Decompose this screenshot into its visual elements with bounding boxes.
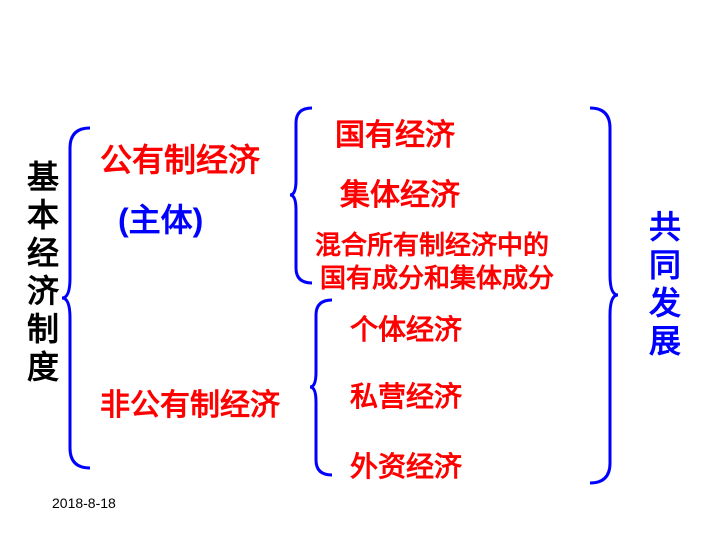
l3a-0: 国有经济 — [335, 110, 455, 154]
l3a-2: 混合所有制经济中的 — [315, 225, 549, 262]
l3a-3: 国有成分和集体成分 — [320, 258, 554, 295]
level2-nonpublic: 非公有制经济 — [100, 380, 280, 424]
l3b-0: 个体经济 — [350, 308, 462, 348]
level2-public-subtitle: (主体) — [118, 195, 203, 241]
level2-public: 公有制经济 — [100, 135, 260, 181]
bracket-root — [62, 128, 90, 468]
bracket-result — [590, 108, 618, 483]
bracket-nonpublic — [310, 300, 332, 475]
l3b-1: 私营经济 — [350, 375, 462, 415]
bracket-public — [290, 108, 312, 283]
result-label: 共同发展 — [640, 210, 686, 362]
l3a-1: 集体经济 — [340, 170, 460, 214]
l3b-2: 外资经济 — [350, 445, 462, 485]
root-label: 基本经济制度 — [18, 160, 64, 388]
slide-date: 2018-8-18 — [52, 495, 116, 511]
